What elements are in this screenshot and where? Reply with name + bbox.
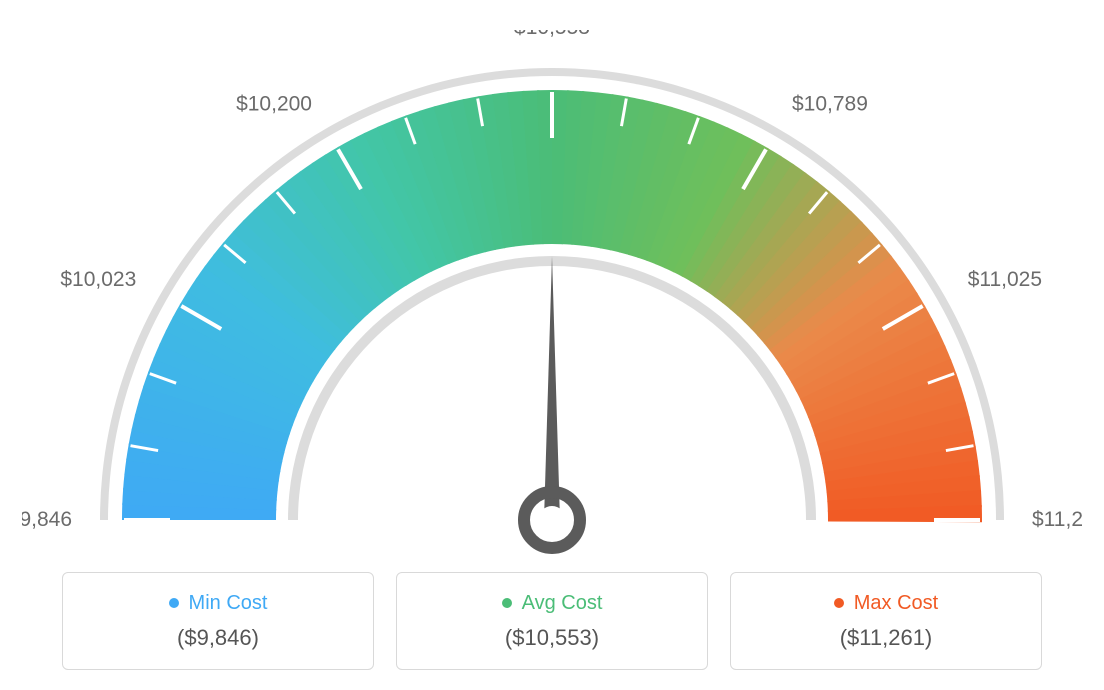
chart-container: $9,846 $10,023 $10,200 $10,553 $10,789 $11,02… [0, 0, 1104, 690]
legend-title-max: Max Cost [834, 592, 938, 615]
legend-title-min: Min Cost [169, 592, 268, 615]
gauge-chart: $9,846 $10,023 $10,200 $10,553 $10,789 $11,02… [22, 30, 1082, 580]
scale-label: $9,846 [22, 508, 72, 531]
legend-title-avg: Avg Cost [502, 592, 603, 615]
legend-value-min: ($9,846) [177, 625, 259, 651]
gauge-area: $9,846 $10,023 $10,200 $10,553 $10,789 $11,02… [0, 0, 1104, 560]
scale-label: $11,261 [1032, 508, 1082, 531]
legend-title-label: Min Cost [189, 592, 268, 615]
legend-row: Min Cost ($9,846) Avg Cost ($10,553) Max… [0, 572, 1104, 670]
dot-icon [169, 598, 179, 608]
legend-value-avg: ($10,553) [505, 625, 599, 651]
legend-title-label: Avg Cost [522, 592, 603, 615]
legend-card-max: Max Cost ($11,261) [730, 572, 1042, 670]
scale-label: $10,023 [60, 268, 136, 291]
scale-label: $11,025 [968, 268, 1042, 291]
scale-label: $10,789 [792, 92, 868, 115]
scale-label: $10,553 [514, 30, 590, 39]
dot-icon [834, 598, 844, 608]
legend-card-avg: Avg Cost ($10,553) [396, 572, 708, 670]
legend-value-max: ($11,261) [840, 625, 933, 651]
dot-icon [502, 598, 512, 608]
legend-card-min: Min Cost ($9,846) [62, 572, 374, 670]
scale-label: $10,200 [236, 92, 312, 115]
legend-title-label: Max Cost [854, 592, 938, 615]
